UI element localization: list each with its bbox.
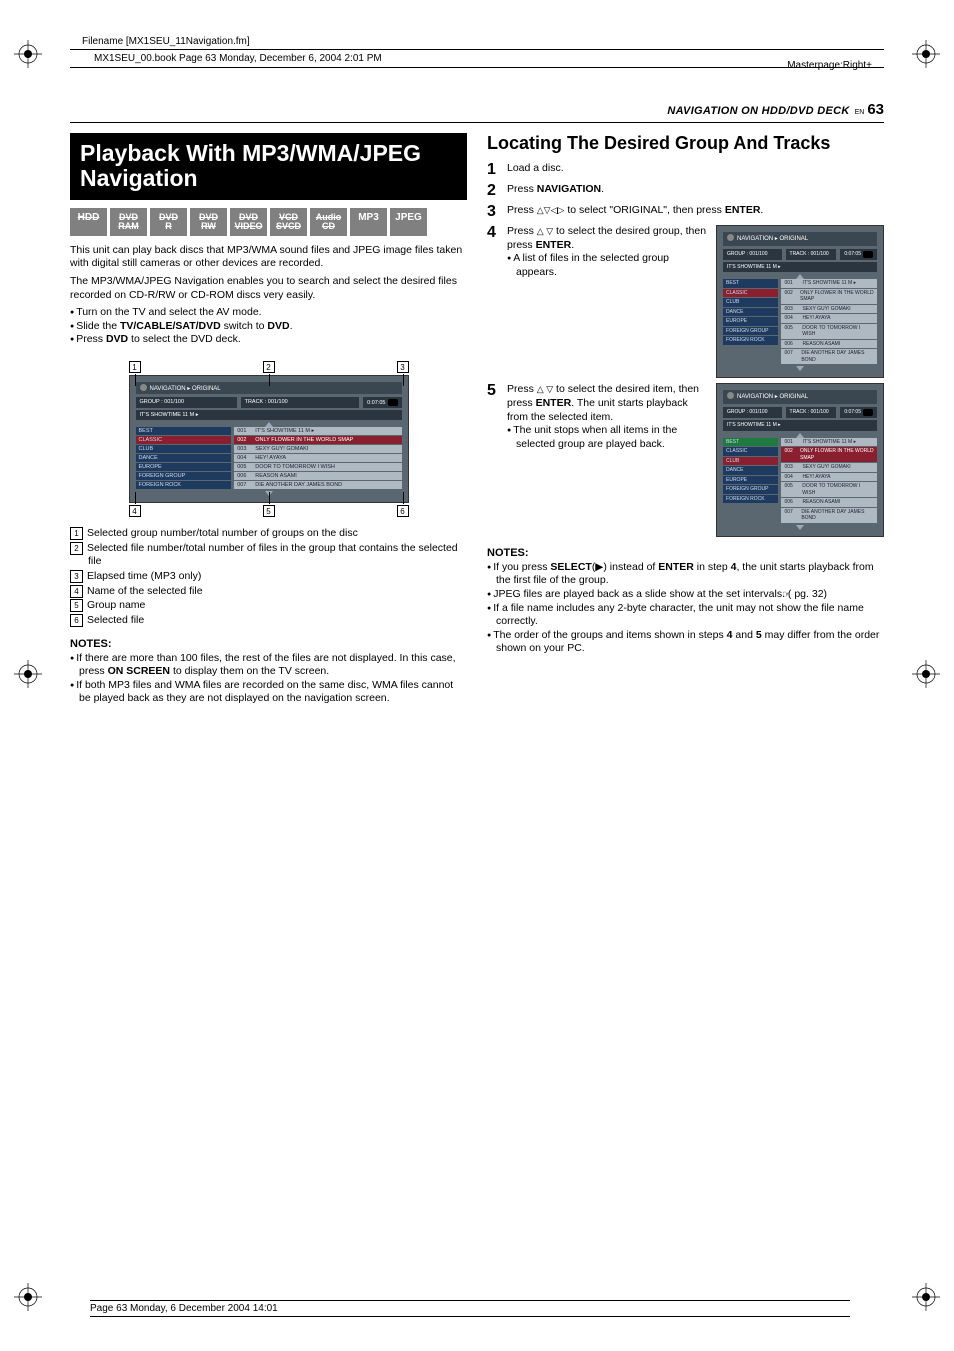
step-body: Press △ ▽ to select the desired group, t… (507, 225, 884, 378)
left-notes: If there are more than 100 files, the re… (70, 652, 467, 707)
step-number: 2 (487, 183, 501, 199)
callout-box: 5 (263, 505, 275, 517)
format-badge: AudioCD (310, 208, 347, 236)
intro-para-1: This unit can play back discs that MP3/W… (70, 244, 467, 271)
note-item: The order of the groups and items shown … (487, 629, 884, 656)
step-item: 4 Press △ ▽ to select the desired group, … (487, 225, 884, 378)
legend-item: Selected file number/total number of fil… (70, 542, 467, 569)
substep-item: The unit stops when all items in the sel… (507, 424, 708, 451)
format-badge: DVDRAM (110, 208, 147, 236)
format-badge: DVDR (150, 208, 187, 236)
legend-item: Name of the selected file (70, 585, 467, 599)
section-title: NAVIGATION ON HDD/DVD DECK (667, 105, 849, 117)
format-badge: DVDVIDEO (230, 208, 267, 236)
legend-item: Elapsed time (MP3 only) (70, 570, 467, 584)
right-column: Locating The Desired Group And Tracks 1L… (487, 133, 884, 706)
crop-mark (912, 660, 940, 688)
filename-label: Filename [MX1SEU_11Navigation.fm] (82, 36, 884, 47)
nav-screen-figure: 1 2 3 NAVIGATION ▸ ORIGINALGROUP : 001/100… (129, 361, 409, 517)
format-badge: MP3 (350, 208, 387, 236)
page-header: NAVIGATION ON HDD/DVD DECK EN 63 (70, 101, 884, 123)
prep-item: Slide the TV/CABLE/SAT/DVD switch to DVD… (70, 320, 467, 334)
callout-box: 4 (129, 505, 141, 517)
feature-title: Playback With MP3/WMA/JPEG Navigation (80, 141, 457, 192)
step-body: Press NAVIGATION. (507, 183, 884, 197)
callout-box: 2 (263, 361, 275, 373)
legend-item: Selected group number/total number of gr… (70, 527, 467, 541)
legend-item: Selected file (70, 614, 467, 628)
note-item: JPEG files are played back as a slide sh… (487, 588, 884, 602)
subsection-title: Locating The Desired Group And Tracks (487, 133, 884, 154)
step-number: 1 (487, 162, 501, 178)
page-number: 63 (867, 101, 884, 118)
note-item: If a file name includes any 2-byte chara… (487, 602, 884, 629)
right-notes: If you press SELECT(▶) instead of ENTER … (487, 561, 884, 656)
notes-heading: NOTES: (487, 547, 884, 559)
lang-code: EN (855, 109, 865, 116)
intro-para-2: The MP3/WMA/JPEG Navigation enables you … (70, 275, 467, 302)
figure-legend: Selected group number/total number of gr… (70, 527, 467, 627)
format-badge: DVDRW (190, 208, 227, 236)
nav-screen: NAVIGATION ▸ ORIGINALGROUP : 001/100TRAC… (129, 375, 409, 503)
callout-box: 1 (129, 361, 141, 373)
step-item: 1 Load a disc. (487, 162, 884, 178)
prep-item: Press DVD to select the DVD deck. (70, 333, 467, 347)
format-badge: JPEG (390, 208, 427, 236)
step-item: 3 Press △▽◁▷ to select "ORIGINAL", then p… (487, 204, 884, 220)
step-number: 4 (487, 225, 501, 241)
page: Filename [MX1SEU_11Navigation.fm] MX1SEU… (0, 0, 954, 1351)
page-footer: Page 63 Monday, 6 December 2004 14:01 (90, 1300, 850, 1317)
callout-box: 6 (397, 505, 409, 517)
note-item: If there are more than 100 files, the re… (70, 652, 467, 679)
format-badges: HDDDVDRAMDVDRDVDRWDVDVIDEOVCDSVCDAudioCD… (70, 208, 467, 236)
nav-screen-mini: NAVIGATION ▸ ORIGINALGROUP : 001/100TRAC… (716, 225, 884, 378)
feature-title-box: Playback With MP3/WMA/JPEG Navigation (70, 133, 467, 200)
left-column: Playback With MP3/WMA/JPEG Navigation HD… (70, 133, 467, 706)
crop-mark (14, 660, 42, 688)
nav-screen-mini: NAVIGATION ▸ ORIGINALGROUP : 001/100TRAC… (716, 383, 884, 536)
format-badge: HDD (70, 208, 107, 236)
substep-item: A list of files in the selected group ap… (507, 252, 708, 279)
prep-item: Turn on the TV and select the AV mode. (70, 306, 467, 320)
crop-mark (912, 40, 940, 68)
callout-box: 3 (397, 361, 409, 373)
step-item: 2 Press NAVIGATION. (487, 183, 884, 199)
step-body: Press △ ▽ to select the desired item, th… (507, 383, 884, 536)
note-item: If you press SELECT(▶) instead of ENTER … (487, 561, 884, 588)
prep-list: Turn on the TV and select the AV mode.Sl… (70, 306, 467, 347)
step-item: 5 Press △ ▽ to select the desired item, t… (487, 383, 884, 536)
crop-mark (14, 1283, 42, 1311)
note-item: If both MP3 files and WMA files are reco… (70, 679, 467, 706)
format-badge: VCDSVCD (270, 208, 307, 236)
crop-mark (14, 40, 42, 68)
notes-heading: NOTES: (70, 638, 467, 650)
steps-list: 1 Load a disc. 2 Press NAVIGATION. 3 Press △▽… (487, 162, 884, 537)
step-body: Press △▽◁▷ to select "ORIGINAL", then pr… (507, 204, 884, 218)
step-number: 3 (487, 204, 501, 220)
step-body: Load a disc. (507, 162, 884, 176)
step-number: 5 (487, 383, 501, 399)
crop-mark (912, 1283, 940, 1311)
legend-item: Group name (70, 599, 467, 613)
